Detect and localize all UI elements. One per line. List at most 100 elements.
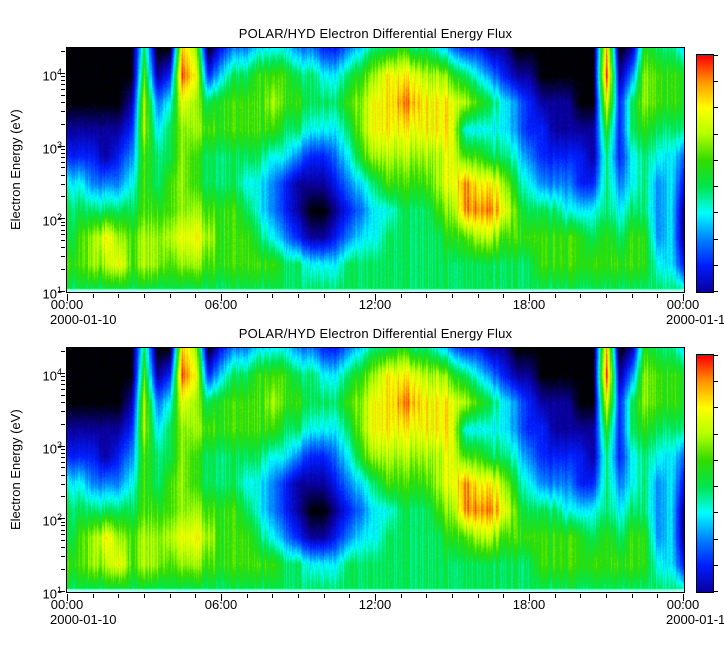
x-axis-tick (144, 594, 145, 598)
y-axis-tick (61, 401, 65, 403)
x-axis-tick (272, 594, 274, 598)
x-axis-tick (118, 294, 120, 298)
y-axis-tick (61, 247, 65, 249)
y-axis-tick (61, 474, 65, 476)
x-axis-tick (323, 294, 325, 298)
chart-title: POLAR/HYD Electron Differential Energy F… (238, 326, 513, 341)
x-axis-tick (349, 594, 351, 598)
y-axis-tick (61, 88, 65, 90)
x-axis-tick (272, 294, 274, 298)
x-axis-tick (221, 294, 222, 301)
y-axis-tick (61, 161, 65, 163)
y-tick-exponent: 1 (56, 285, 62, 295)
x-axis-tick (298, 594, 299, 598)
y-axis-tick (61, 123, 65, 125)
y-axis-tick (58, 145, 65, 147)
y-axis-tick (61, 221, 65, 223)
colorbar-tick (714, 186, 718, 188)
x-axis-tick (606, 294, 607, 298)
y-tick-exponent: 3 (56, 139, 62, 150)
y-axis-tick (61, 547, 65, 549)
y-axis-tick (61, 50, 65, 52)
y-tick-exponent: 4 (56, 66, 62, 77)
x-axis-tick (298, 294, 299, 298)
y-axis-label: Electron Energy (eV) (8, 109, 23, 231)
y-axis-label: Electron Energy (eV) (8, 409, 23, 531)
y-axis-tick (58, 518, 65, 520)
y-axis-tick (58, 72, 65, 74)
y-axis-tick (61, 225, 65, 227)
y-tick-exponent: 3 (56, 439, 62, 450)
x-axis-tick (144, 294, 145, 298)
y-axis-tick (58, 218, 65, 220)
x-axis-tick (400, 294, 402, 298)
x-axis-tick (503, 294, 505, 298)
colorbar-tick (714, 212, 718, 214)
x-axis-tick (323, 594, 325, 598)
y-axis-tick (61, 376, 65, 378)
y-axis-tick (61, 76, 65, 78)
x-axis-tick (477, 294, 479, 298)
date-label-right: 2000-01-1 (666, 612, 724, 627)
x-axis-tick (657, 594, 659, 598)
x-axis-tick (169, 294, 171, 298)
x-axis-tick (400, 594, 402, 598)
colorbar-tick (714, 133, 718, 135)
colorbar-tick (714, 264, 718, 266)
y-axis-tick (61, 84, 65, 86)
colorbar-tick (714, 381, 718, 383)
x-tick-label: 00:00 (50, 297, 84, 312)
x-tick-label: 00:00 (666, 297, 700, 312)
x-axis-tick (554, 294, 556, 298)
y-tick-exponent: 2 (56, 512, 62, 523)
colorbar (696, 54, 714, 293)
x-axis-tick (477, 594, 479, 598)
y-axis-tick (61, 167, 65, 169)
date-label-right: 2000-01-1 (666, 312, 724, 327)
y-axis-tick (61, 456, 65, 458)
y-axis-tick (61, 461, 65, 463)
y-tick-exponent: 4 (56, 366, 62, 377)
y-axis-tick (58, 291, 65, 292)
date-label-left: 2000-01-10 (50, 312, 117, 327)
x-axis-tick (452, 294, 453, 298)
y-axis-tick (61, 229, 65, 231)
x-axis-tick (683, 294, 684, 301)
y-axis-tick (61, 350, 65, 352)
y-axis-tick (58, 372, 65, 374)
y-axis-tick (61, 534, 65, 536)
y-tick-label: 104 (42, 66, 62, 84)
colorbar-tick (714, 238, 718, 240)
x-axis-tick (452, 594, 453, 598)
y-axis-tick (61, 467, 65, 469)
x-axis-tick (375, 594, 376, 601)
y-axis-tick (61, 110, 65, 112)
y-axis-tick (61, 384, 65, 386)
y-axis-tick (61, 423, 65, 425)
x-axis-tick (631, 294, 633, 298)
y-axis-tick (61, 525, 65, 527)
y-axis-tick (61, 256, 65, 258)
colorbar-canvas (697, 55, 713, 292)
y-axis-tick (61, 521, 65, 523)
y-axis-tick (61, 483, 65, 485)
x-axis-tick (169, 594, 171, 598)
y-axis-tick (61, 496, 65, 498)
colorbar-tick (714, 407, 718, 409)
y-tick-label: 102 (42, 212, 62, 229)
x-axis-tick (426, 294, 428, 298)
spectrogram-panel-1: POLAR/HYD Electron Differential Energy F… (8, 26, 724, 327)
y-axis-tick (61, 234, 65, 236)
x-axis-tick (683, 594, 684, 601)
x-tick-label: 06:00 (204, 597, 238, 612)
y-axis-tick (61, 448, 65, 450)
spectrogram-plot (66, 347, 685, 593)
x-axis-tick (246, 594, 248, 598)
x-axis-tick (375, 294, 376, 301)
colorbar-tick (714, 591, 718, 592)
y-axis-tick (58, 445, 65, 447)
spectrogram-panel-2: POLAR/HYD Electron Differential Energy F… (0, 300, 724, 640)
y-tick-label: 101 (42, 585, 62, 602)
x-axis-tick (67, 594, 68, 601)
chart-title: POLAR/HYD Electron Differential Energy F… (238, 26, 513, 41)
